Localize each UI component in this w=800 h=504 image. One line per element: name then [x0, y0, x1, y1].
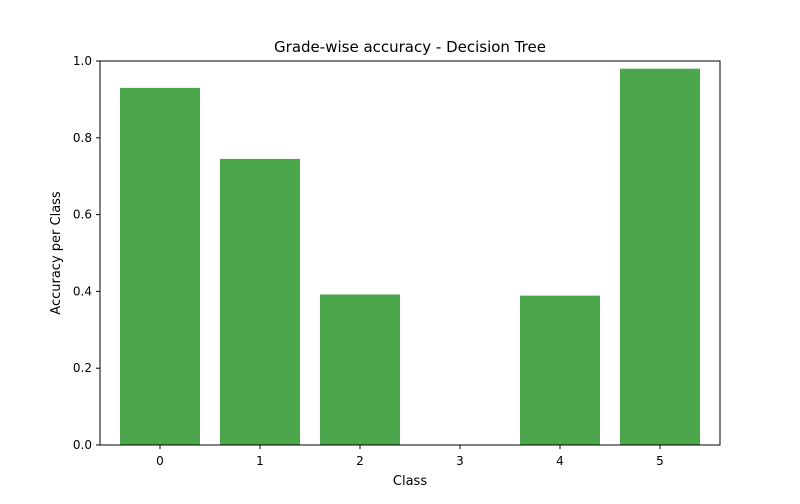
x-axis: 0 1 2 3 4 5 — [156, 445, 664, 468]
y-tick-label: 0.8 — [73, 131, 92, 145]
x-tick-label: 0 — [156, 454, 164, 468]
y-tick-label: 0.6 — [73, 208, 92, 222]
x-tick-label: 4 — [556, 454, 564, 468]
y-tick-label: 0.2 — [73, 361, 92, 375]
y-tick-label: 0.0 — [73, 438, 92, 452]
y-tick-label: 1.0 — [73, 54, 92, 68]
bars-layer — [120, 68, 700, 446]
y-axis-label: Accuracy per Class — [49, 191, 64, 315]
plot-area-frame — [99, 60, 721, 446]
y-tick-label: 0.4 — [73, 284, 92, 298]
bar-class-5 — [620, 68, 700, 446]
x-tick-label: 5 — [656, 454, 664, 468]
bar-class-2 — [320, 294, 400, 445]
x-axis-label: Class — [393, 474, 427, 489]
bar-class-1 — [220, 158, 300, 446]
chart-title: Grade-wise accuracy - Decision Tree — [274, 38, 546, 56]
x-tick-label: 3 — [456, 454, 464, 468]
bar-class-4 — [520, 295, 600, 445]
x-tick-label: 2 — [356, 454, 364, 468]
bar-class-0 — [120, 87, 200, 445]
x-tick-label: 1 — [256, 454, 264, 468]
y-axis: 0.0 0.2 0.4 0.6 0.8 1.0 — [73, 54, 100, 452]
